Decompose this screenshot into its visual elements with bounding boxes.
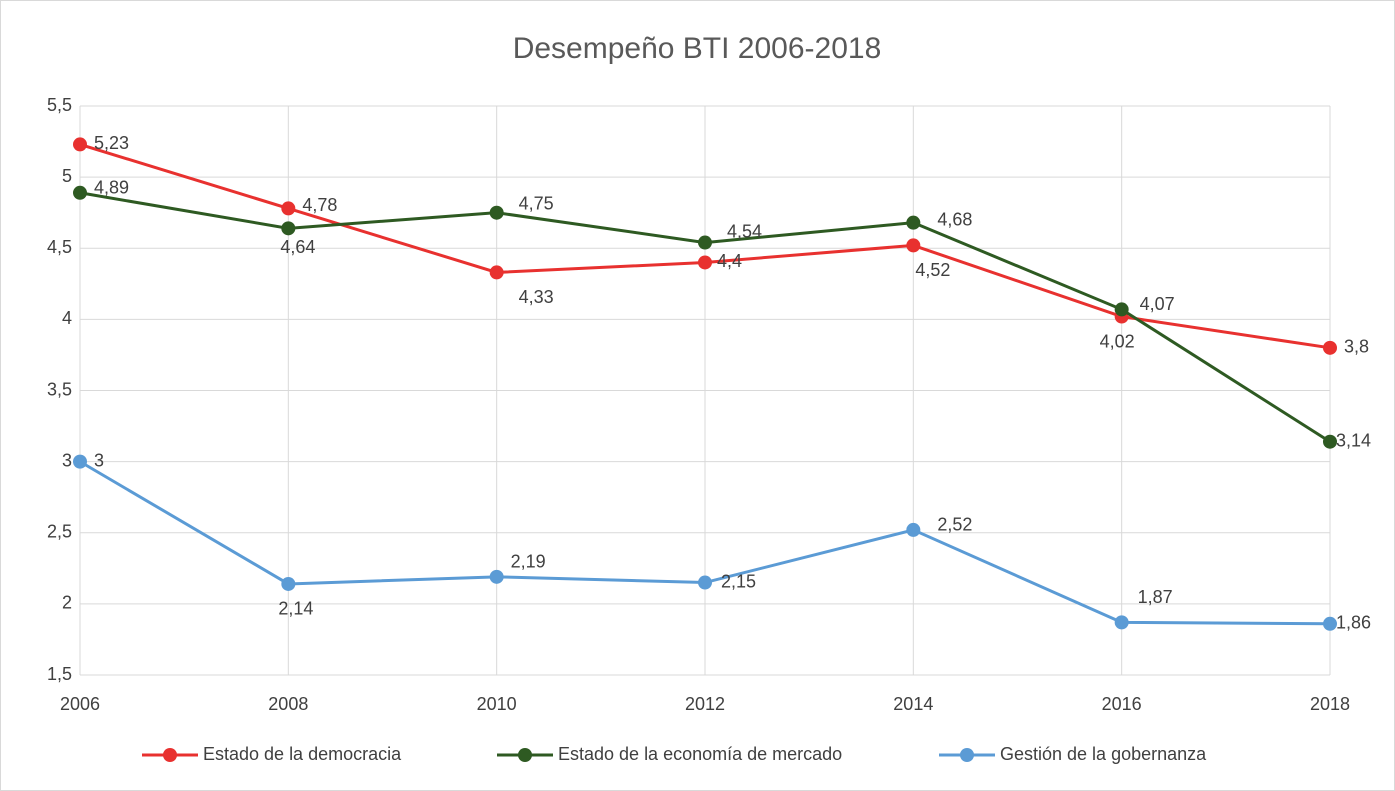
data-point: [281, 576, 296, 591]
data-label: 2,14: [278, 599, 313, 619]
data-label: 4,52: [915, 260, 950, 280]
data-label: 4,89: [94, 178, 129, 198]
x-tick-label: 2010: [477, 694, 517, 714]
data-point: [281, 221, 296, 236]
data-label: 4,64: [280, 237, 315, 257]
data-point: [73, 185, 87, 200]
y-tick-label: 3: [62, 450, 72, 470]
data-label: 4,07: [1140, 294, 1175, 314]
data-label: 4,33: [519, 287, 554, 307]
y-tick-label: 1,5: [47, 664, 72, 684]
x-tick-label: 2018: [1310, 694, 1350, 714]
y-tick-label: 3,5: [47, 379, 72, 399]
data-label: 4,78: [302, 195, 337, 215]
data-point: [906, 238, 921, 253]
data-point: [489, 265, 504, 280]
data-label: 1,86: [1336, 613, 1371, 633]
x-tick-label: 2014: [893, 694, 933, 714]
data-point: [489, 569, 504, 584]
data-point: [906, 215, 921, 230]
y-tick-label: 2: [62, 593, 72, 613]
data-label: 3,14: [1336, 430, 1371, 450]
data-label: 3: [94, 450, 104, 470]
data-label: 2,52: [937, 515, 972, 535]
y-tick-label: 4: [62, 308, 72, 328]
legend-label: Gestión de la gobernanza: [1000, 744, 1207, 764]
data-label: 4,75: [519, 193, 554, 213]
data-point: [906, 522, 921, 537]
x-tick-label: 2016: [1102, 694, 1142, 714]
chart-title: Desempeño BTI 2006-2018: [513, 32, 882, 65]
data-point: [1323, 340, 1337, 355]
legend-label: Estado de la democracia: [203, 744, 402, 764]
data-label: 4,54: [727, 221, 762, 241]
data-point: [698, 235, 712, 250]
data-label: 1,87: [1138, 587, 1173, 607]
data-label: 2,15: [721, 571, 756, 591]
data-point: [1323, 616, 1337, 631]
x-tick-label: 2006: [60, 694, 100, 714]
data-point: [73, 454, 87, 469]
x-tick-label: 2008: [268, 694, 308, 714]
legend-label: Estado de la economía de mercado: [558, 744, 842, 764]
data-label: 2,19: [511, 552, 546, 572]
data-point: [698, 575, 712, 590]
data-point: [698, 255, 712, 270]
data-label: 4,4: [717, 251, 742, 271]
data-label: 4,68: [937, 209, 972, 229]
data-label: 5,23: [94, 133, 129, 153]
data-point: [73, 137, 87, 152]
y-tick-label: 2,5: [47, 522, 72, 542]
legend-marker: [163, 748, 177, 762]
data-label: 3,8: [1344, 337, 1369, 357]
y-tick-label: 5,5: [47, 95, 72, 115]
legend-marker: [960, 748, 974, 762]
data-point: [1114, 615, 1129, 630]
y-tick-label: 4,5: [47, 237, 72, 257]
data-point: [1323, 434, 1337, 449]
y-tick-label: 5: [62, 166, 72, 186]
data-point: [281, 201, 296, 216]
data-label: 4,02: [1100, 331, 1135, 351]
legend-marker: [518, 748, 532, 762]
x-tick-label: 2012: [685, 694, 725, 714]
data-point: [1114, 302, 1129, 317]
data-point: [489, 205, 504, 220]
